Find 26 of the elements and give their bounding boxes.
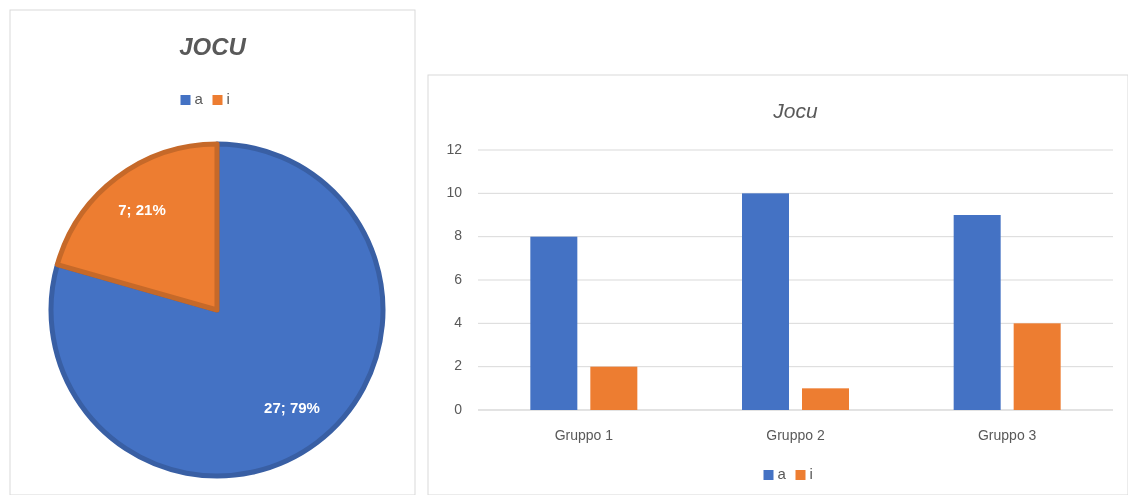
bar <box>1013 323 1061 410</box>
y-tick-label: 6 <box>454 270 463 287</box>
pie-slice <box>54 141 220 313</box>
data-label: 27; 79% <box>264 399 320 417</box>
y-tick-label: 10 <box>446 184 463 201</box>
chart-title: Jocu <box>772 99 818 122</box>
y-tick-label: 0 <box>454 400 463 417</box>
bar <box>530 236 578 410</box>
legend-label: i <box>809 465 813 482</box>
bar <box>953 215 1001 410</box>
bar <box>590 366 638 410</box>
bar <box>802 388 849 410</box>
x-tick-label: Gruppo 2 <box>766 427 825 443</box>
x-tick-label: Gruppo 3 <box>977 427 1037 443</box>
legend-label: a <box>777 465 787 482</box>
y-tick-label: 12 <box>446 140 463 157</box>
legend-label: i <box>226 90 230 107</box>
bar <box>742 193 789 410</box>
chart-title: JOCU <box>179 33 247 60</box>
pie-slice <box>48 141 386 479</box>
y-tick-label: 8 <box>454 227 463 244</box>
y-tick-label: 4 <box>454 314 463 331</box>
y-tick-label: 2 <box>454 357 463 374</box>
x-tick-label: Gruppo 1 <box>554 427 614 443</box>
legend-label: a <box>194 90 204 107</box>
data-label: 7; 21% <box>118 200 166 218</box>
